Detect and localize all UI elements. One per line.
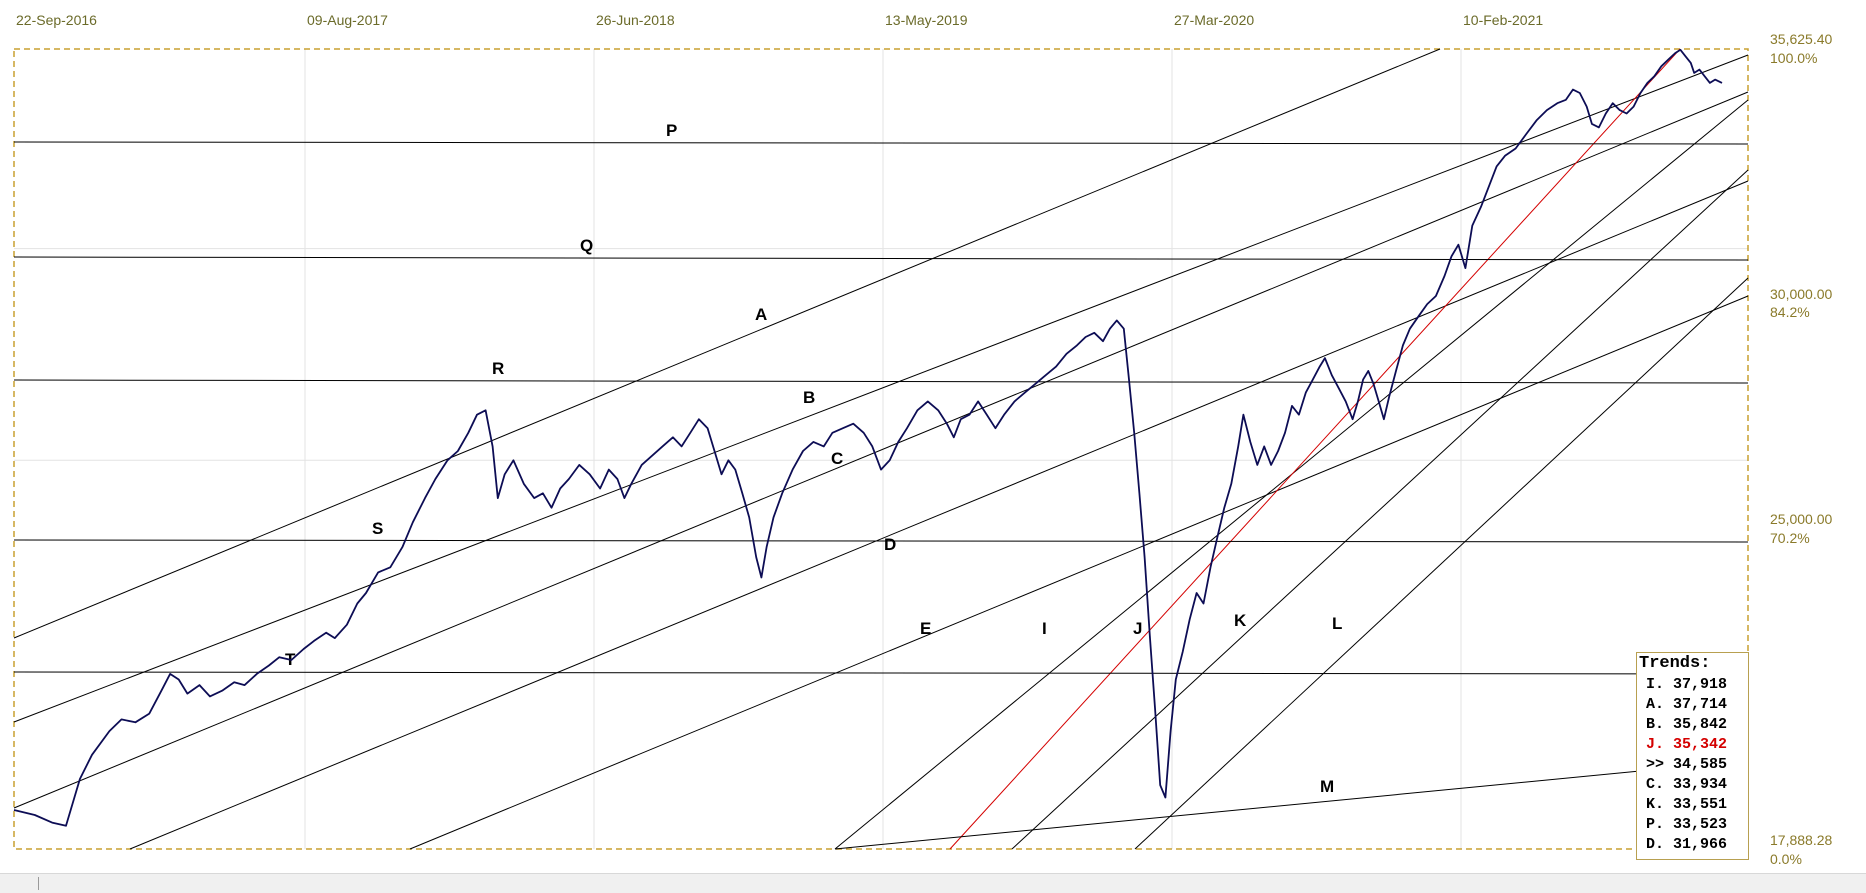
y-tick-pct: 0.0% [1770, 851, 1802, 867]
plot-frame [13, 48, 1749, 850]
trend-label-l: L [1332, 614, 1342, 633]
horizontal-scrollbar[interactable] [0, 873, 1866, 893]
trend-label-i: I [1042, 619, 1047, 638]
trend-label-a: A [755, 305, 767, 324]
trends-title: Trends: [1639, 654, 1711, 673]
y-tick-value: 17,888.28 [1770, 832, 1832, 848]
trend-label-d: D [884, 535, 896, 554]
date-tick: 10-Feb-2021 [1463, 12, 1543, 28]
y-tick-value: 35,625.40 [1770, 31, 1832, 47]
trend-label-j: J [1133, 619, 1142, 638]
trend-line-e [409, 295, 1749, 850]
y-tick-value: 25,000.00 [1770, 511, 1832, 527]
y-tick-value: 30,000.00 [1770, 286, 1832, 302]
trend-line-j [949, 48, 1681, 850]
y-tick-pct: 84.2% [1770, 304, 1810, 320]
trends-row: P. 33,523 [1646, 816, 1728, 833]
trend-label-c: C [831, 449, 843, 468]
y-tick-pct: 100.0% [1770, 50, 1817, 66]
trend-line-l [1134, 277, 1749, 850]
price-series-line [13, 48, 1723, 827]
trends-row: K. 33,551 [1646, 796, 1728, 813]
trends-panel: Trends: I. 37,918 A. 37,714 B. 35,842 J.… [1636, 652, 1749, 860]
trends-row: A. 37,714 [1646, 696, 1728, 713]
trend-line-m [834, 770, 1641, 850]
trend-line-d [129, 180, 1749, 850]
trends-row: I. 37,918 [1646, 676, 1728, 693]
trend-line-s [13, 539, 1749, 543]
trend-label-p: P [666, 121, 677, 140]
trend-label-e: E [920, 619, 931, 638]
trend-line-b [13, 54, 1749, 723]
date-tick: 26-Jun-2018 [596, 12, 675, 28]
trend-line-p [13, 141, 1749, 145]
scrollbar-thumb[interactable] [5, 877, 39, 890]
trend-line-t [13, 671, 1749, 675]
trend-label-k: K [1234, 611, 1247, 630]
trends-row: B. 35,842 [1646, 716, 1728, 733]
trend-line-k [1011, 169, 1749, 850]
trend-label-m: M [1320, 777, 1334, 796]
date-axis: 22-Sep-2016 09-Aug-2017 26-Jun-2018 13-M… [16, 12, 1543, 28]
trends-row: C. 33,934 [1646, 776, 1728, 793]
trends-row: D. 31,966 [1646, 836, 1728, 853]
trends-row: >> 34,585 [1646, 756, 1728, 773]
y-axis: 35,625.40 100.0% 30,000.00 84.2% 25,000.… [1770, 31, 1832, 867]
trend-label-q: Q [580, 236, 593, 255]
trend-line-a [13, 48, 1441, 639]
date-tick: 27-Mar-2020 [1174, 12, 1254, 28]
grid-lines [14, 49, 1748, 849]
trend-label-s: S [372, 519, 383, 538]
y-tick-pct: 70.2% [1770, 530, 1810, 546]
trend-line-c [13, 91, 1749, 809]
trend-line-r [13, 379, 1749, 384]
trend-lines [13, 48, 1749, 850]
price-chart: 22-Sep-2016 09-Aug-2017 26-Jun-2018 13-M… [13, 12, 1832, 867]
trend-label-r: R [492, 359, 504, 378]
date-tick: 22-Sep-2016 [16, 12, 97, 28]
trends-row-highlight: J. 35,342 [1646, 736, 1728, 753]
date-tick: 09-Aug-2017 [307, 12, 388, 28]
trend-line-q [13, 256, 1749, 261]
date-tick: 13-May-2019 [885, 12, 968, 28]
trend-label-b: B [803, 388, 815, 407]
